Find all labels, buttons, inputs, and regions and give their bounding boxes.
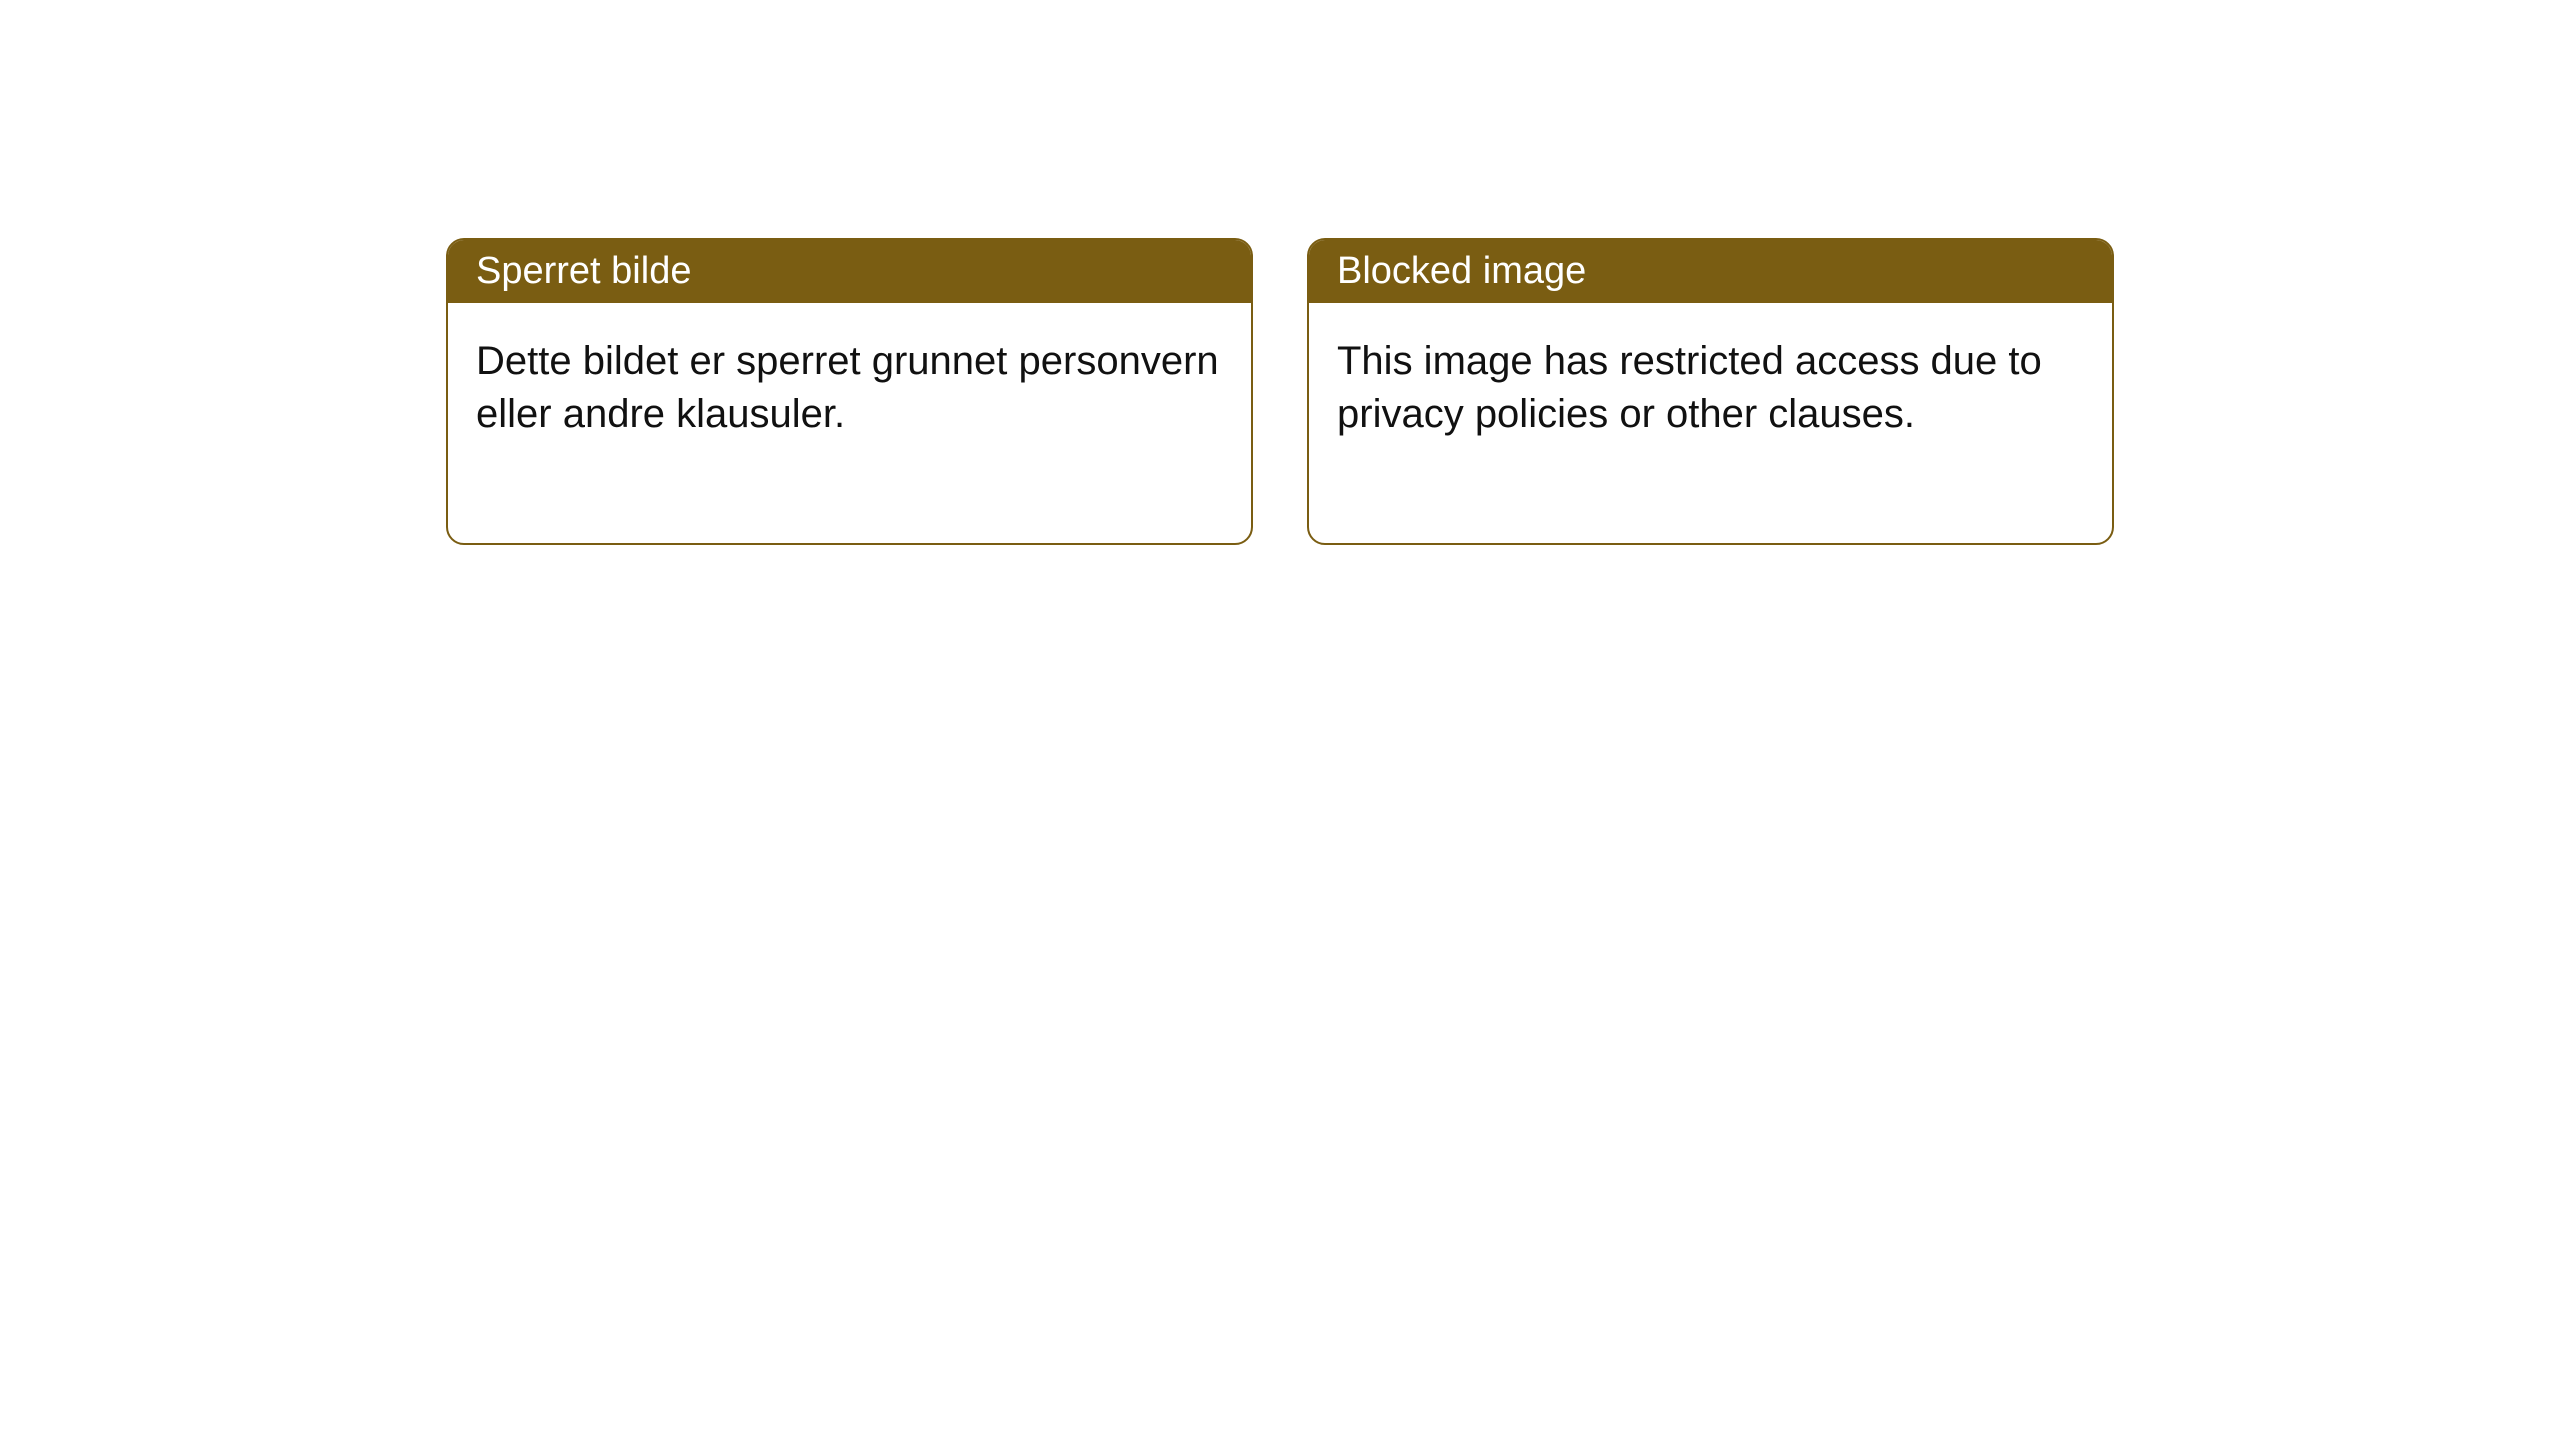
notice-card-norwegian: Sperret bilde Dette bildet er sperret gr… (446, 238, 1253, 545)
notice-body: Dette bildet er sperret grunnet personve… (448, 303, 1251, 543)
notice-header: Blocked image (1309, 240, 2112, 303)
notice-header: Sperret bilde (448, 240, 1251, 303)
notice-body: This image has restricted access due to … (1309, 303, 2112, 543)
notice-container: Sperret bilde Dette bildet er sperret gr… (446, 238, 2114, 545)
notice-card-english: Blocked image This image has restricted … (1307, 238, 2114, 545)
